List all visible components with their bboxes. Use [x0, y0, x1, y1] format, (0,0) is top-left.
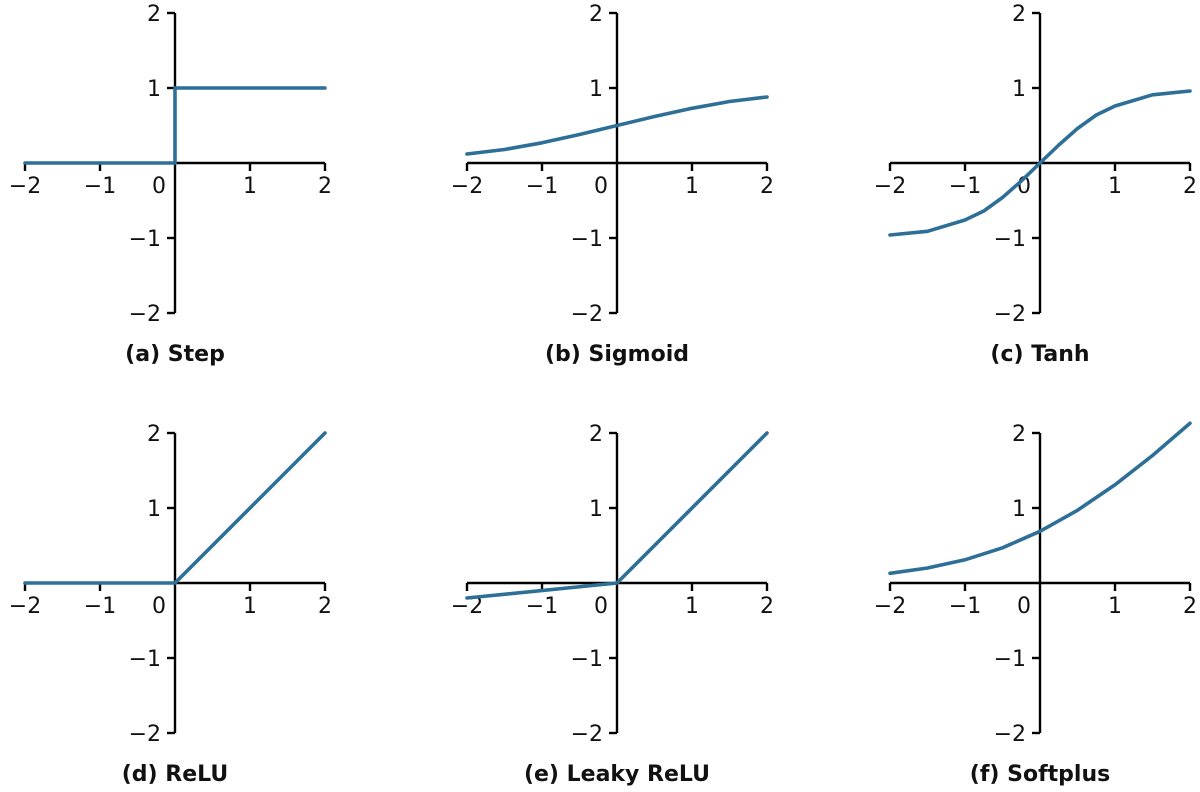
x-tick-label: 1: [243, 174, 257, 199]
x-tick-label: −2: [451, 174, 483, 199]
panel-1: −2 −1 0 1 2 −2 −1 1 2 (a) Step: [9, 2, 332, 367]
y-tick-label: −2: [129, 722, 161, 747]
panel-caption: (d) ReLU: [122, 762, 228, 787]
x-tick-label: 2: [318, 594, 332, 619]
x-tick-label: 2: [1183, 594, 1197, 619]
y-tick-label: −2: [994, 722, 1026, 747]
x-tick-label: 1: [685, 174, 699, 199]
panel-6: −2 −1 0 1 2 −2 −1 1 2 (f) Softplus: [874, 421, 1197, 787]
panel-4: −2 −1 0 1 2 −2 −1 1 2 (d) ReLU: [9, 422, 332, 787]
x-tick-label: −2: [9, 594, 41, 619]
x-tick-label: 0: [594, 594, 608, 619]
y-tick-label: 2: [1012, 2, 1026, 27]
y-tick-label: −1: [571, 227, 603, 252]
y-tick-label: −1: [571, 647, 603, 672]
y-tick-label: −1: [994, 227, 1026, 252]
x-tick-label: 0: [594, 174, 608, 199]
x-tick-label: 0: [1017, 594, 1031, 619]
x-tick-label: 0: [152, 174, 166, 199]
panel-caption: (e) Leaky ReLU: [524, 762, 710, 787]
panel-caption: (a) Step: [125, 342, 225, 367]
x-tick-label: 1: [1108, 174, 1122, 199]
x-tick-label: −1: [84, 594, 116, 619]
panel-5: −2 −1 0 1 2−2−112(e) Leaky ReLU: [451, 422, 774, 787]
y-tick-label: 1: [589, 497, 603, 522]
y-tick-label: −2: [571, 302, 603, 327]
y-tick-label: 1: [147, 77, 161, 102]
y-tick-label: 2: [589, 2, 603, 27]
y-tick-label: 1: [147, 497, 161, 522]
panel-2: −2 −1 0 1 2 −2 −1 1 2 (b) Sigmoid: [451, 2, 774, 367]
panel-caption: (f) Softplus: [970, 762, 1110, 787]
y-tick-label: −2: [994, 302, 1026, 327]
y-tick-label: 2: [1012, 422, 1026, 447]
y-tick-label: 1: [589, 77, 603, 102]
x-tick-label: 2: [760, 594, 774, 619]
y-tick-label: −1: [994, 647, 1026, 672]
x-tick-label: −2: [9, 174, 41, 199]
series-line: [23, 86, 327, 165]
panel-3: −2 −1 0 1 2−2−112(c) Tanh: [874, 2, 1197, 367]
x-tick-label: −1: [949, 174, 981, 199]
x-tick-label: 2: [318, 174, 332, 199]
y-tick-label: −1: [129, 647, 161, 672]
x-tick-label: 1: [243, 594, 257, 619]
x-tick-label: −1: [84, 174, 116, 199]
y-tick-label: −2: [129, 302, 161, 327]
x-tick-label: 1: [685, 594, 699, 619]
x-tick-label: −1: [949, 594, 981, 619]
x-tick-label: −1: [526, 594, 558, 619]
series-line: [888, 89, 1192, 237]
y-tick-label: 1: [1012, 497, 1026, 522]
y-tick-label: 2: [147, 422, 161, 447]
x-tick-label: 2: [1183, 174, 1197, 199]
x-tick-label: −2: [874, 174, 906, 199]
y-tick-label: 1: [1012, 77, 1026, 102]
y-tick-label: 2: [147, 2, 161, 27]
y-tick-label: 2: [589, 422, 603, 447]
series-line: [888, 421, 1192, 576]
x-tick-label: 0: [152, 594, 166, 619]
x-tick-label: 1: [1108, 594, 1122, 619]
series-line: [23, 431, 327, 585]
panel-caption: (b) Sigmoid: [545, 342, 689, 367]
series-line: [465, 431, 769, 600]
x-tick-label: 2: [760, 174, 774, 199]
y-tick-label: −2: [571, 722, 603, 747]
x-tick-label: −1: [526, 174, 558, 199]
y-tick-label: −1: [129, 227, 161, 252]
series-line: [465, 95, 769, 156]
x-tick-label: −2: [874, 594, 906, 619]
panel-caption: (c) Tanh: [990, 342, 1089, 367]
